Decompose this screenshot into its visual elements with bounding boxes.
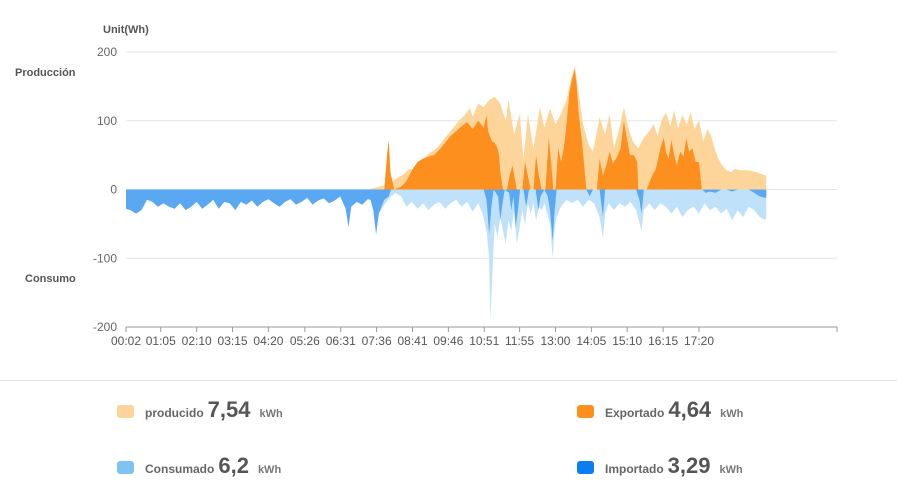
consumption-label: Consumo — [25, 273, 76, 285]
series-area-exportado — [126, 69, 767, 190]
y-tick-label: 0 — [110, 183, 117, 197]
series-areas — [126, 65, 767, 321]
legend-swatch-importado — [577, 461, 594, 474]
x-tick-label: 06:31 — [326, 334, 356, 348]
x-tick-label: 09:46 — [433, 334, 463, 348]
legend-value: 6,2 — [218, 453, 249, 478]
legend-item-consumado[interactable]: Consumado 6,2 kWh — [117, 453, 281, 479]
x-tick-label: 13:00 — [540, 334, 570, 348]
x-tick-label: 03:15 — [218, 334, 248, 348]
legend-value: 4,64 — [668, 397, 712, 422]
legend-unit: kWh — [719, 464, 743, 476]
x-tick-label: 11:55 — [505, 334, 534, 348]
unit-label: Unit(Wh) — [103, 24, 149, 36]
series-area-producido — [126, 65, 767, 190]
legend-unit: kWh — [720, 408, 744, 420]
legend-value: 3,29 — [667, 453, 711, 478]
legend-item-exportado[interactable]: Exportado 4,64 kWh — [577, 397, 743, 423]
x-tick-label: 16:15 — [648, 334, 678, 348]
x-tick-label: 10:51 — [469, 334, 499, 348]
legend-swatch-producido — [117, 405, 134, 418]
x-tick-label: 00:02 — [111, 334, 141, 348]
legend-unit: kWh — [257, 464, 282, 476]
legend-label: Consumado — [145, 462, 215, 476]
x-tick-label: 14:05 — [576, 334, 606, 348]
series-area-consumado — [126, 189, 767, 321]
legend-label: producido — [145, 406, 204, 420]
legend-unit: kWh — [259, 408, 283, 420]
x-tick-label: 15:10 — [612, 334, 642, 348]
y-tick-label: 200 — [97, 45, 117, 59]
legend-value: 7,54 — [207, 397, 251, 422]
x-tick-label: 17:20 — [684, 334, 714, 348]
legend-item-producido[interactable]: producido 7,54 kWh — [117, 397, 283, 423]
legend-label: Importado — [605, 462, 664, 476]
series-area-importado — [126, 189, 767, 242]
legend-swatch-consumado — [117, 461, 134, 474]
x-tick-label: 05:26 — [290, 334, 320, 348]
y-tick-label: -200 — [93, 320, 117, 334]
legend-label: Exportado — [605, 406, 665, 420]
legend-item-importado[interactable]: Importado 3,29 kWh — [577, 453, 743, 479]
y-tick-label: -100 — [93, 251, 117, 265]
x-tick-label: 02:10 — [182, 334, 212, 348]
divider — [0, 380, 897, 381]
production-label: Producción — [15, 67, 76, 79]
x-tick-label: 08:41 — [397, 334, 427, 348]
y-tick-label: 100 — [97, 114, 117, 128]
x-tick-label: 04:20 — [253, 334, 283, 348]
x-tick-label: 01:05 — [146, 334, 176, 348]
x-tick-label: 07:36 — [362, 334, 392, 348]
legend-swatch-exportado — [577, 405, 594, 418]
